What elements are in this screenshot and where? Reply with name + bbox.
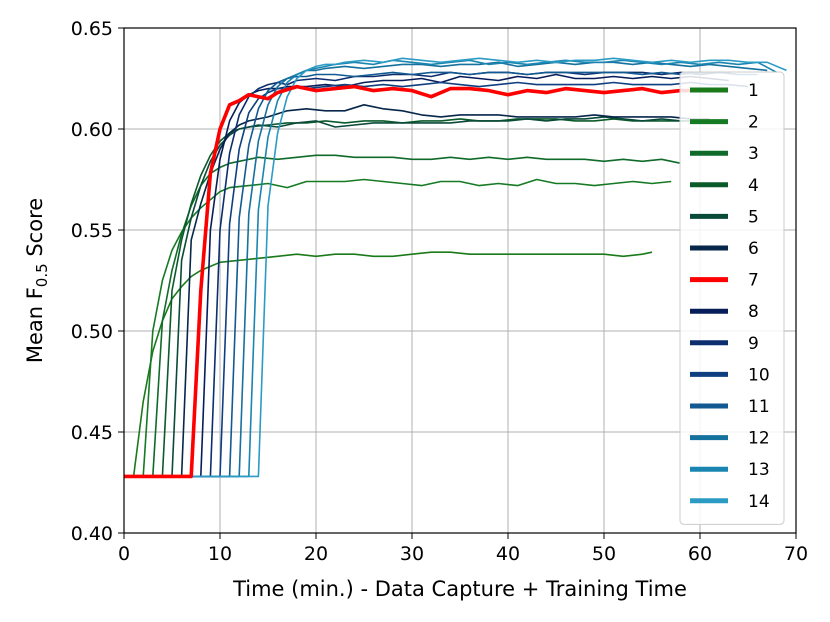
legend-label-8: 8 [748, 302, 759, 322]
legend-label-6: 6 [748, 239, 759, 259]
legend-label-7: 7 [748, 271, 759, 291]
legend-label-1: 1 [748, 81, 759, 101]
plot-frame [123, 27, 797, 534]
x-tick-label: 0 [118, 543, 130, 565]
y-tick-label: 0.60 [71, 119, 113, 141]
x-tick-label: 60 [688, 543, 712, 565]
y-tick-label: 0.45 [71, 422, 113, 444]
y-tick-label: 0.50 [71, 321, 113, 343]
x-tick-label: 20 [304, 543, 328, 565]
axis-ticks: 0 10 20 30 40 50 60 70 0.40 0.45 0.50 0.55 0.60 0.65 [71, 18, 808, 565]
y-tick-label: 0.55 [71, 220, 113, 242]
series-line-9 [124, 71, 739, 478]
series-line-14 [124, 57, 787, 478]
y-axis-title: Mean F0.5 Score [23, 198, 51, 363]
y-axis-title-subscript: 0.5 [33, 263, 51, 287]
series-line-7 [124, 84, 720, 479]
x-tick-label: 30 [400, 543, 424, 565]
series-line-11 [124, 71, 758, 478]
series-line-4 [124, 118, 691, 478]
x-tick-label: 40 [496, 543, 520, 565]
legend-label-13: 13 [748, 460, 770, 480]
series-line-3 [124, 154, 681, 478]
series-line-13 [124, 59, 778, 478]
legend-label-3: 3 [748, 144, 759, 164]
y-axis-title-tail: Score [23, 198, 47, 264]
series-lines [124, 57, 787, 479]
legend-label-5: 5 [748, 207, 759, 227]
series-line-12 [124, 61, 768, 478]
x-tick-label: 10 [208, 543, 232, 565]
x-axis-title: Time (min.) - Data Capture + Training Ti… [232, 577, 687, 601]
legend-label-10: 10 [748, 365, 770, 385]
y-tick-label: 0.65 [71, 18, 113, 40]
legend-label-14: 14 [748, 492, 770, 512]
legend-label-4: 4 [748, 176, 759, 196]
y-axis-title-main: Mean F [23, 287, 47, 363]
legend-box [679, 71, 785, 525]
x-tick-label: 70 [784, 543, 808, 565]
legend-label-12: 12 [748, 429, 770, 449]
legend-label-2: 2 [748, 113, 759, 133]
legend-label-11: 11 [748, 397, 770, 417]
x-tick-label: 50 [592, 543, 616, 565]
series-line-10 [124, 81, 749, 478]
y-tick-label: 0.40 [71, 523, 113, 545]
series-line-1 [124, 251, 653, 478]
legend-label-9: 9 [748, 334, 759, 354]
